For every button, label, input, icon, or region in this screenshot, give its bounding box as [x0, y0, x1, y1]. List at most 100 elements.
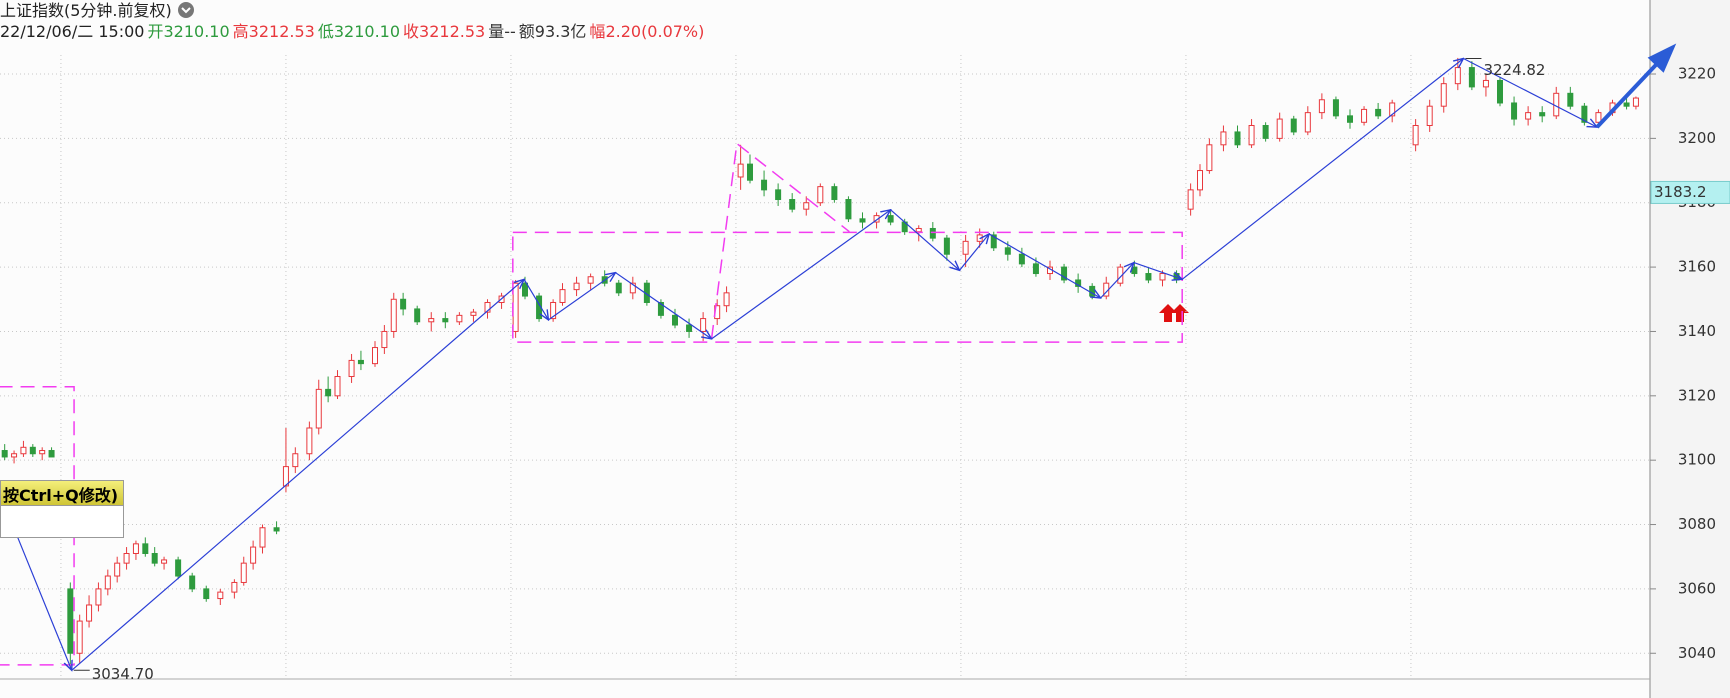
trend-segment	[1181, 59, 1463, 280]
candle-body	[657, 301, 664, 316]
candle-body	[86, 604, 93, 622]
candle-body	[672, 314, 678, 326]
y-tick-label: 3120	[1678, 386, 1716, 404]
candle-body	[1511, 102, 1518, 120]
candle-body	[1187, 189, 1194, 210]
forecast-arrow	[1595, 58, 1662, 129]
candle-body	[686, 324, 693, 332]
candle-body	[1032, 263, 1039, 275]
trend-segment	[548, 273, 615, 321]
candle-body	[761, 179, 768, 191]
candle-body	[550, 301, 557, 320]
info-value: 3210.10	[163, 22, 230, 41]
candle-body	[1468, 67, 1475, 88]
candle-body	[484, 301, 491, 313]
candle-body	[629, 282, 636, 294]
candle-body	[189, 575, 196, 590]
info-value: 3210.10	[333, 22, 401, 41]
y-tick-label: 3080	[1678, 515, 1716, 533]
high-label: 3224.82	[1483, 61, 1545, 79]
candle-body	[250, 546, 257, 564]
candle-body	[104, 575, 111, 590]
candle-body	[512, 282, 519, 332]
candle-body	[1061, 266, 1068, 281]
candle-body	[803, 202, 810, 210]
candle-body	[11, 453, 18, 458]
candle-body	[845, 199, 852, 220]
candle-body	[1567, 92, 1574, 107]
grid	[0, 55, 1650, 679]
candle-body	[348, 359, 355, 378]
trend-segment	[1133, 262, 1182, 280]
candle-body	[39, 450, 46, 455]
candle-body	[817, 186, 824, 204]
trend-segment	[71, 279, 524, 671]
candle-body	[217, 591, 224, 600]
candle-body	[1131, 266, 1138, 275]
info-name: 低	[317, 22, 334, 41]
tooltip: 按Ctrl+Q修改)	[0, 480, 124, 538]
info-name: 幅	[589, 22, 606, 41]
info-value: 3212.53	[248, 22, 315, 41]
y-tick-label: 3100	[1678, 451, 1716, 469]
candle-body	[990, 234, 997, 249]
dropdown-icon[interactable]	[177, 1, 195, 19]
candle-body	[1454, 67, 1461, 85]
low-label: 3034.70	[92, 665, 154, 683]
candle-body	[259, 527, 266, 548]
candle-body	[357, 359, 364, 365]
candle-body	[306, 427, 313, 455]
info-name: 高	[232, 22, 249, 41]
candle-body	[1159, 273, 1166, 281]
candle-body	[20, 446, 27, 455]
candle-body	[929, 227, 936, 239]
info-value: 3212.53	[419, 22, 486, 41]
last-price-label: 3183.2	[1654, 183, 1707, 201]
dashed-box	[0, 386, 75, 666]
candle-body	[1318, 99, 1325, 114]
candle-body	[887, 215, 894, 223]
y-tick-label: 3140	[1678, 322, 1716, 340]
candle-body	[95, 588, 102, 606]
info-value: --	[504, 22, 516, 41]
trend-segment	[959, 234, 990, 271]
candle-body	[1234, 131, 1241, 146]
candle-body	[559, 289, 566, 303]
candle-body	[315, 388, 322, 429]
candle-body	[414, 308, 421, 323]
candle-body	[1248, 125, 1255, 146]
red-arrows-icon	[1159, 304, 1189, 322]
candle-body	[1, 450, 8, 458]
candle-body	[1145, 273, 1152, 281]
candle-body	[1206, 144, 1213, 172]
candle-body	[1426, 105, 1433, 127]
trend-segment	[523, 279, 548, 320]
candle-body	[203, 588, 210, 600]
candle-body	[573, 282, 580, 291]
candle-body	[1595, 112, 1602, 123]
candle-body	[789, 199, 796, 210]
candle-body	[1304, 112, 1311, 133]
trend-segment	[15, 533, 71, 670]
candle-body	[1389, 102, 1396, 117]
candle-body	[1581, 105, 1588, 123]
y-tick-label: 3040	[1678, 644, 1716, 662]
tooltip-text: 按Ctrl+Q修改)	[1, 481, 123, 506]
candle-body	[381, 330, 388, 349]
trend-segment	[890, 209, 960, 270]
candle-body	[1539, 112, 1546, 117]
candle-body	[700, 318, 707, 332]
candle-body	[587, 276, 594, 284]
candle-body	[142, 543, 149, 554]
y-tick-label: 3200	[1678, 129, 1716, 147]
header: 上证指数(5分钟.前复权) 22/12/06/二 15:00 开3210.10 高3…	[0, 0, 704, 42]
candle-body	[962, 240, 969, 255]
candle-body	[1290, 118, 1297, 133]
dashed-box	[512, 231, 1183, 343]
trend-segment	[988, 233, 1101, 298]
candle-body	[1632, 97, 1639, 107]
candle-body	[456, 314, 463, 323]
info-value: 93.3亿	[534, 22, 587, 41]
